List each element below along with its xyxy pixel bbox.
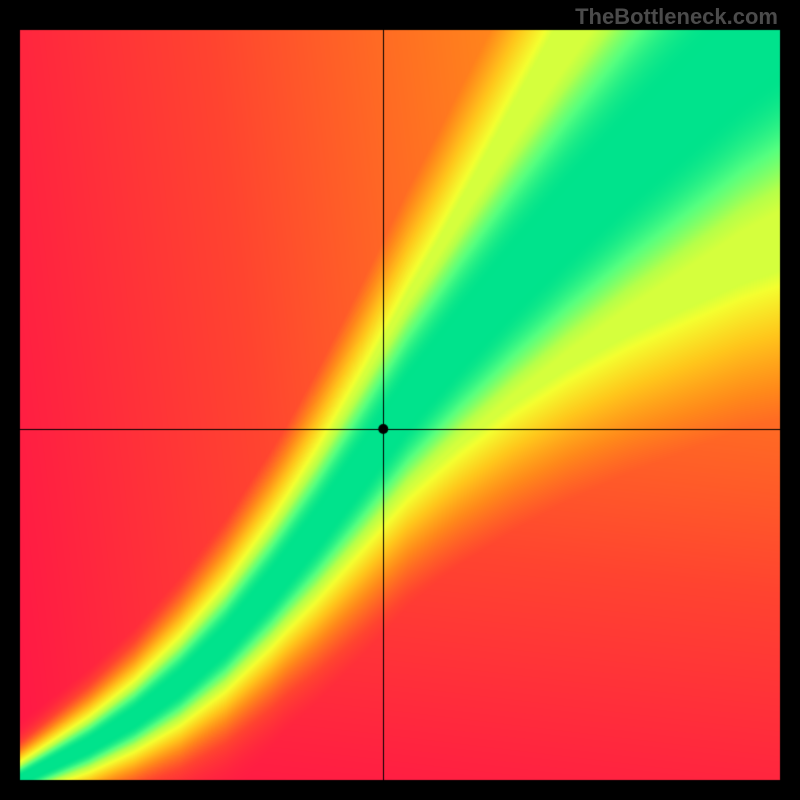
chart-container: TheBottleneck.com bbox=[0, 0, 800, 800]
watermark-text: TheBottleneck.com bbox=[575, 4, 778, 30]
bottleneck-heatmap bbox=[0, 0, 800, 800]
